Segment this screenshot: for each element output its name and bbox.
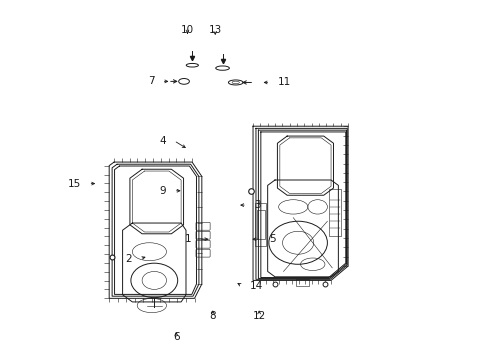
Text: 13: 13 <box>208 25 222 35</box>
Bar <box>295 279 309 286</box>
Bar <box>256 211 264 239</box>
Bar <box>328 189 340 235</box>
Text: 6: 6 <box>173 332 179 342</box>
Text: 12: 12 <box>252 311 265 320</box>
Text: 8: 8 <box>209 311 216 320</box>
Text: 2: 2 <box>125 254 132 264</box>
Text: 15: 15 <box>68 179 81 189</box>
Text: 3: 3 <box>254 200 260 210</box>
Text: 4: 4 <box>160 136 166 145</box>
Text: 1: 1 <box>185 234 191 244</box>
Bar <box>255 203 265 246</box>
Text: 5: 5 <box>268 234 275 244</box>
Text: 14: 14 <box>249 281 262 291</box>
Text: 10: 10 <box>181 25 194 35</box>
Text: 9: 9 <box>160 186 166 196</box>
Text: 7: 7 <box>147 76 154 86</box>
Text: 11: 11 <box>277 77 290 87</box>
